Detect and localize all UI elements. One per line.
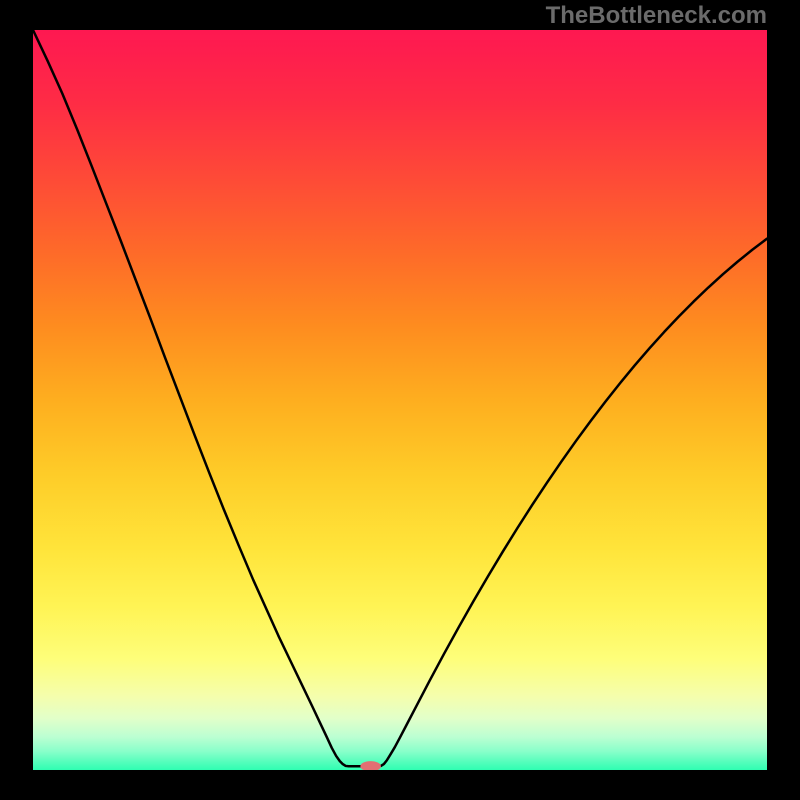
plot-background [33,30,767,770]
bottleneck-plot [33,30,767,770]
watermark-text: TheBottleneck.com [546,2,767,30]
chart-frame: TheBottleneck.com [0,0,800,800]
